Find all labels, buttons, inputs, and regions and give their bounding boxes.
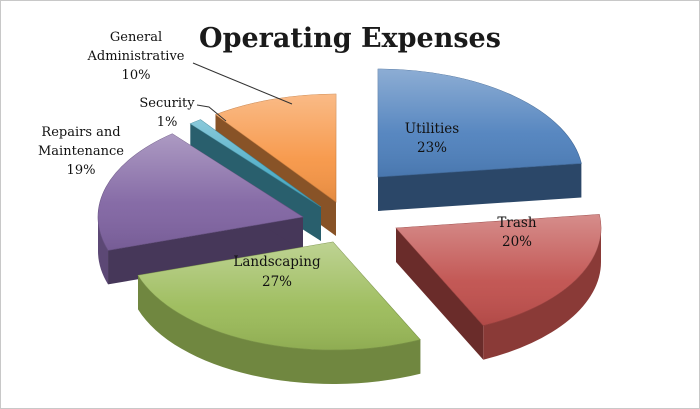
slice-wall-repairs-and-maintenance-0 <box>108 217 303 285</box>
slice-gloss-landscaping <box>138 242 421 350</box>
slice-trash <box>395 214 602 360</box>
slice-rim-trash <box>483 228 601 360</box>
slice-repairs-and-maintenance <box>97 133 304 285</box>
slice-gloss-repairs-and-maintenance <box>98 133 303 251</box>
slice-landscaping <box>137 241 421 384</box>
slice-value-security: 1% <box>157 115 178 130</box>
slice-value-landscaping: 27% <box>262 274 292 290</box>
slice-label-repairs-line1: Repairs and <box>41 125 120 140</box>
slice-value-general: 10% <box>122 68 151 83</box>
slice-value-repairs: 19% <box>67 163 96 178</box>
slice-label-general-line1: General <box>110 30 162 45</box>
slice-value-utilities: 23% <box>417 140 447 156</box>
slice-label-general-line2: Administrative <box>86 49 184 64</box>
slice-label-trash: Trash <box>497 215 536 231</box>
slice-utilities <box>377 68 582 211</box>
slice-gloss-utilities <box>378 69 582 177</box>
leader-line-general <box>192 62 293 105</box>
slice-label-utilities: Utilities <box>405 121 459 137</box>
pie-slices <box>97 68 602 384</box>
slice-label-landscaping: Landscaping <box>233 254 321 270</box>
slice-gloss-security <box>190 119 321 207</box>
slice-wall-utilities-1 <box>378 163 582 211</box>
slice-value-trash: 20% <box>502 234 532 250</box>
slice-label-security: Security <box>139 96 195 111</box>
slice-gloss-general-administrative <box>215 94 336 202</box>
slice-label-repairs-line2: Maintenance <box>38 144 124 159</box>
leader-line-security <box>196 104 227 122</box>
slice-wall-trash-1 <box>396 228 484 360</box>
chart-title: Operating Expenses <box>199 23 501 54</box>
slice-gloss-trash <box>396 214 601 326</box>
slice-rim-landscaping <box>138 275 421 384</box>
